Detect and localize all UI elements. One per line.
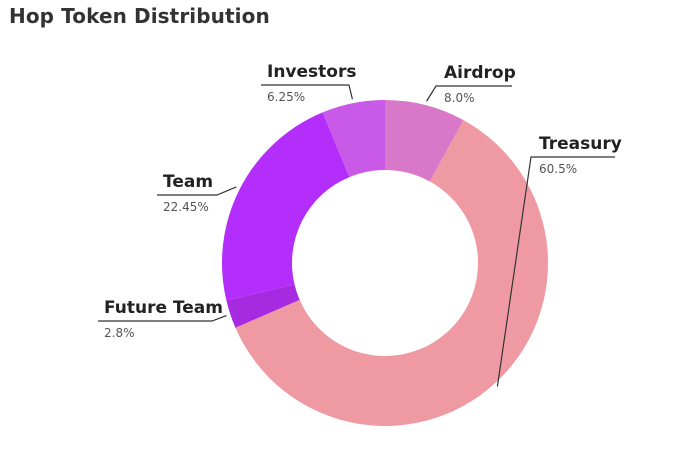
slice-value-team: 22.45%: [163, 200, 209, 214]
slice-label-treasury: Treasury: [539, 134, 622, 154]
slice-label-future-team: Future Team: [104, 298, 223, 318]
slice-airdrop: [385, 100, 464, 182]
slice-label-airdrop: Airdrop: [444, 63, 516, 83]
leader-line-investors: [261, 84, 354, 100]
slice-value-future-team: 2.8%: [104, 326, 135, 340]
slice-value-investors: 6.25%: [267, 90, 305, 104]
slice-label-investors: Investors: [267, 62, 356, 82]
chart-title: Hop Token Distribution: [9, 4, 270, 28]
slice-investors: [322, 100, 385, 178]
slice-value-treasury: 60.5%: [539, 162, 577, 176]
slice-team: [222, 112, 350, 301]
leader-line-future-team: [98, 315, 227, 322]
leader-line-airdrop: [426, 85, 512, 102]
slice-value-airdrop: 8.0%: [444, 91, 475, 105]
slice-treasury: [235, 120, 548, 426]
slice-future-team: [226, 284, 300, 328]
leader-line-treasury: [496, 156, 615, 387]
slice-label-team: Team: [163, 172, 213, 192]
leader-line-team: [157, 186, 237, 196]
